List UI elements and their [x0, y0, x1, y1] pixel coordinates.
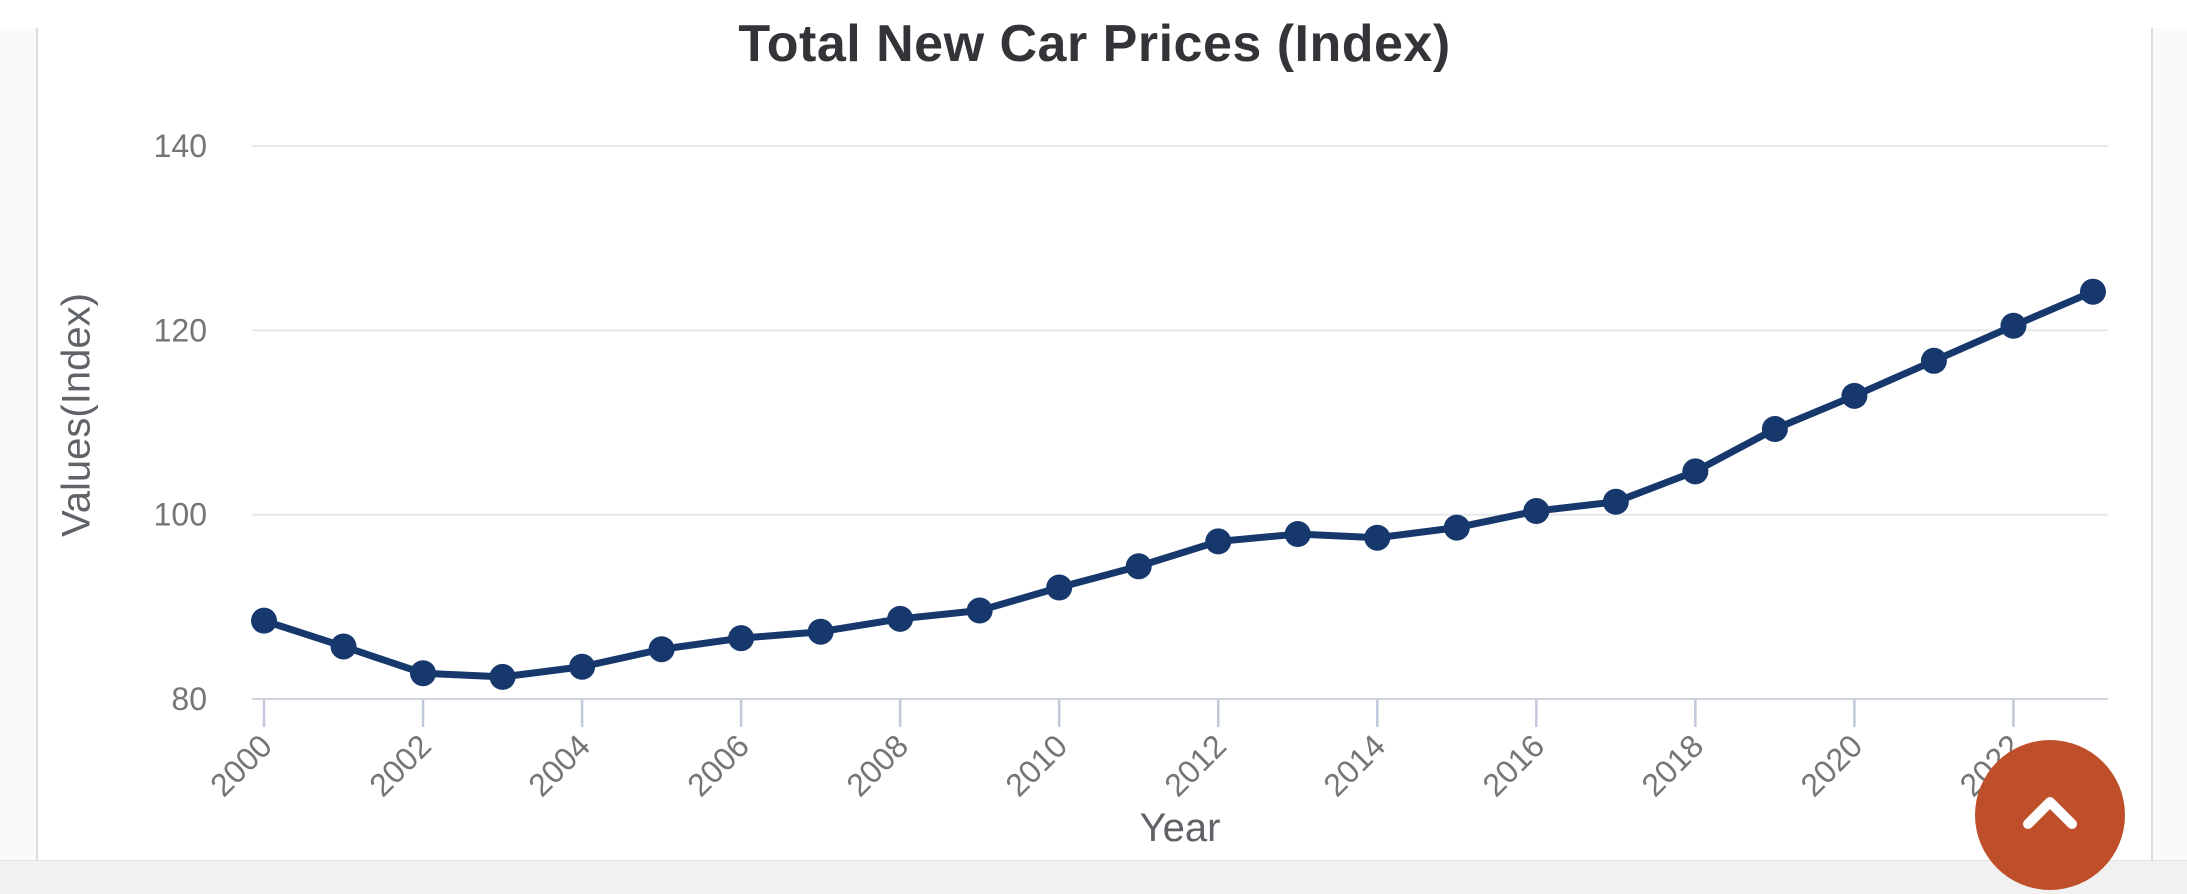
- x-tick-label: 2020: [1794, 727, 1870, 803]
- x-tick-label: 2000: [203, 727, 279, 803]
- x-tick-label: 2004: [521, 727, 597, 803]
- data-point[interactable]: [489, 663, 516, 690]
- y-tick-label: 140: [154, 128, 207, 164]
- x-axis-title: Year: [1139, 806, 1221, 850]
- data-point[interactable]: [1841, 382, 1868, 409]
- page-bottom-band: [0, 860, 2187, 894]
- page-right-gutter: [2151, 28, 2187, 860]
- data-point[interactable]: [1761, 416, 1788, 443]
- data-point[interactable]: [648, 636, 675, 663]
- data-point[interactable]: [1046, 574, 1073, 601]
- data-point[interactable]: [1125, 553, 1152, 580]
- page-left-gutter: [0, 28, 38, 860]
- y-tick-label: 120: [154, 312, 207, 348]
- chevron-up-icon: [2023, 797, 2077, 829]
- x-tick-label: 2008: [839, 727, 915, 803]
- x-tick-label: 2012: [1157, 727, 1233, 803]
- data-point[interactable]: [330, 633, 357, 660]
- data-point[interactable]: [1205, 528, 1232, 555]
- data-point[interactable]: [728, 625, 755, 652]
- chart-title: Total New Car Prices (Index): [738, 15, 1451, 73]
- data-point[interactable]: [1920, 347, 1947, 374]
- data-point[interactable]: [410, 660, 437, 687]
- data-point[interactable]: [251, 607, 277, 634]
- data-point[interactable]: [887, 605, 914, 632]
- chevron-up-stroke: [2023, 797, 2077, 829]
- data-point[interactable]: [2000, 312, 2027, 339]
- data-point[interactable]: [1602, 488, 1629, 515]
- x-tick-label: 2016: [1475, 727, 1551, 803]
- data-point[interactable]: [569, 653, 596, 680]
- scroll-to-top-button[interactable]: [1975, 740, 2125, 890]
- data-point[interactable]: [1443, 514, 1470, 541]
- y-tick-label: 100: [154, 497, 207, 533]
- x-tick-label: 2006: [680, 727, 756, 803]
- data-point[interactable]: [1523, 498, 1550, 525]
- data-point[interactable]: [1682, 458, 1709, 485]
- x-tick-label: 2002: [362, 727, 438, 803]
- data-point[interactable]: [1284, 521, 1311, 548]
- data-line: [260, 288, 2097, 681]
- data-point[interactable]: [2079, 278, 2106, 305]
- x-tick-label: 2014: [1316, 727, 1392, 803]
- y-tick-label: 80: [171, 681, 207, 717]
- data-point[interactable]: [807, 618, 834, 645]
- x-tick-label: 2010: [998, 727, 1074, 803]
- x-tick-label: 2018: [1635, 727, 1711, 803]
- data-point[interactable]: [966, 597, 993, 624]
- data-point[interactable]: [1364, 524, 1391, 551]
